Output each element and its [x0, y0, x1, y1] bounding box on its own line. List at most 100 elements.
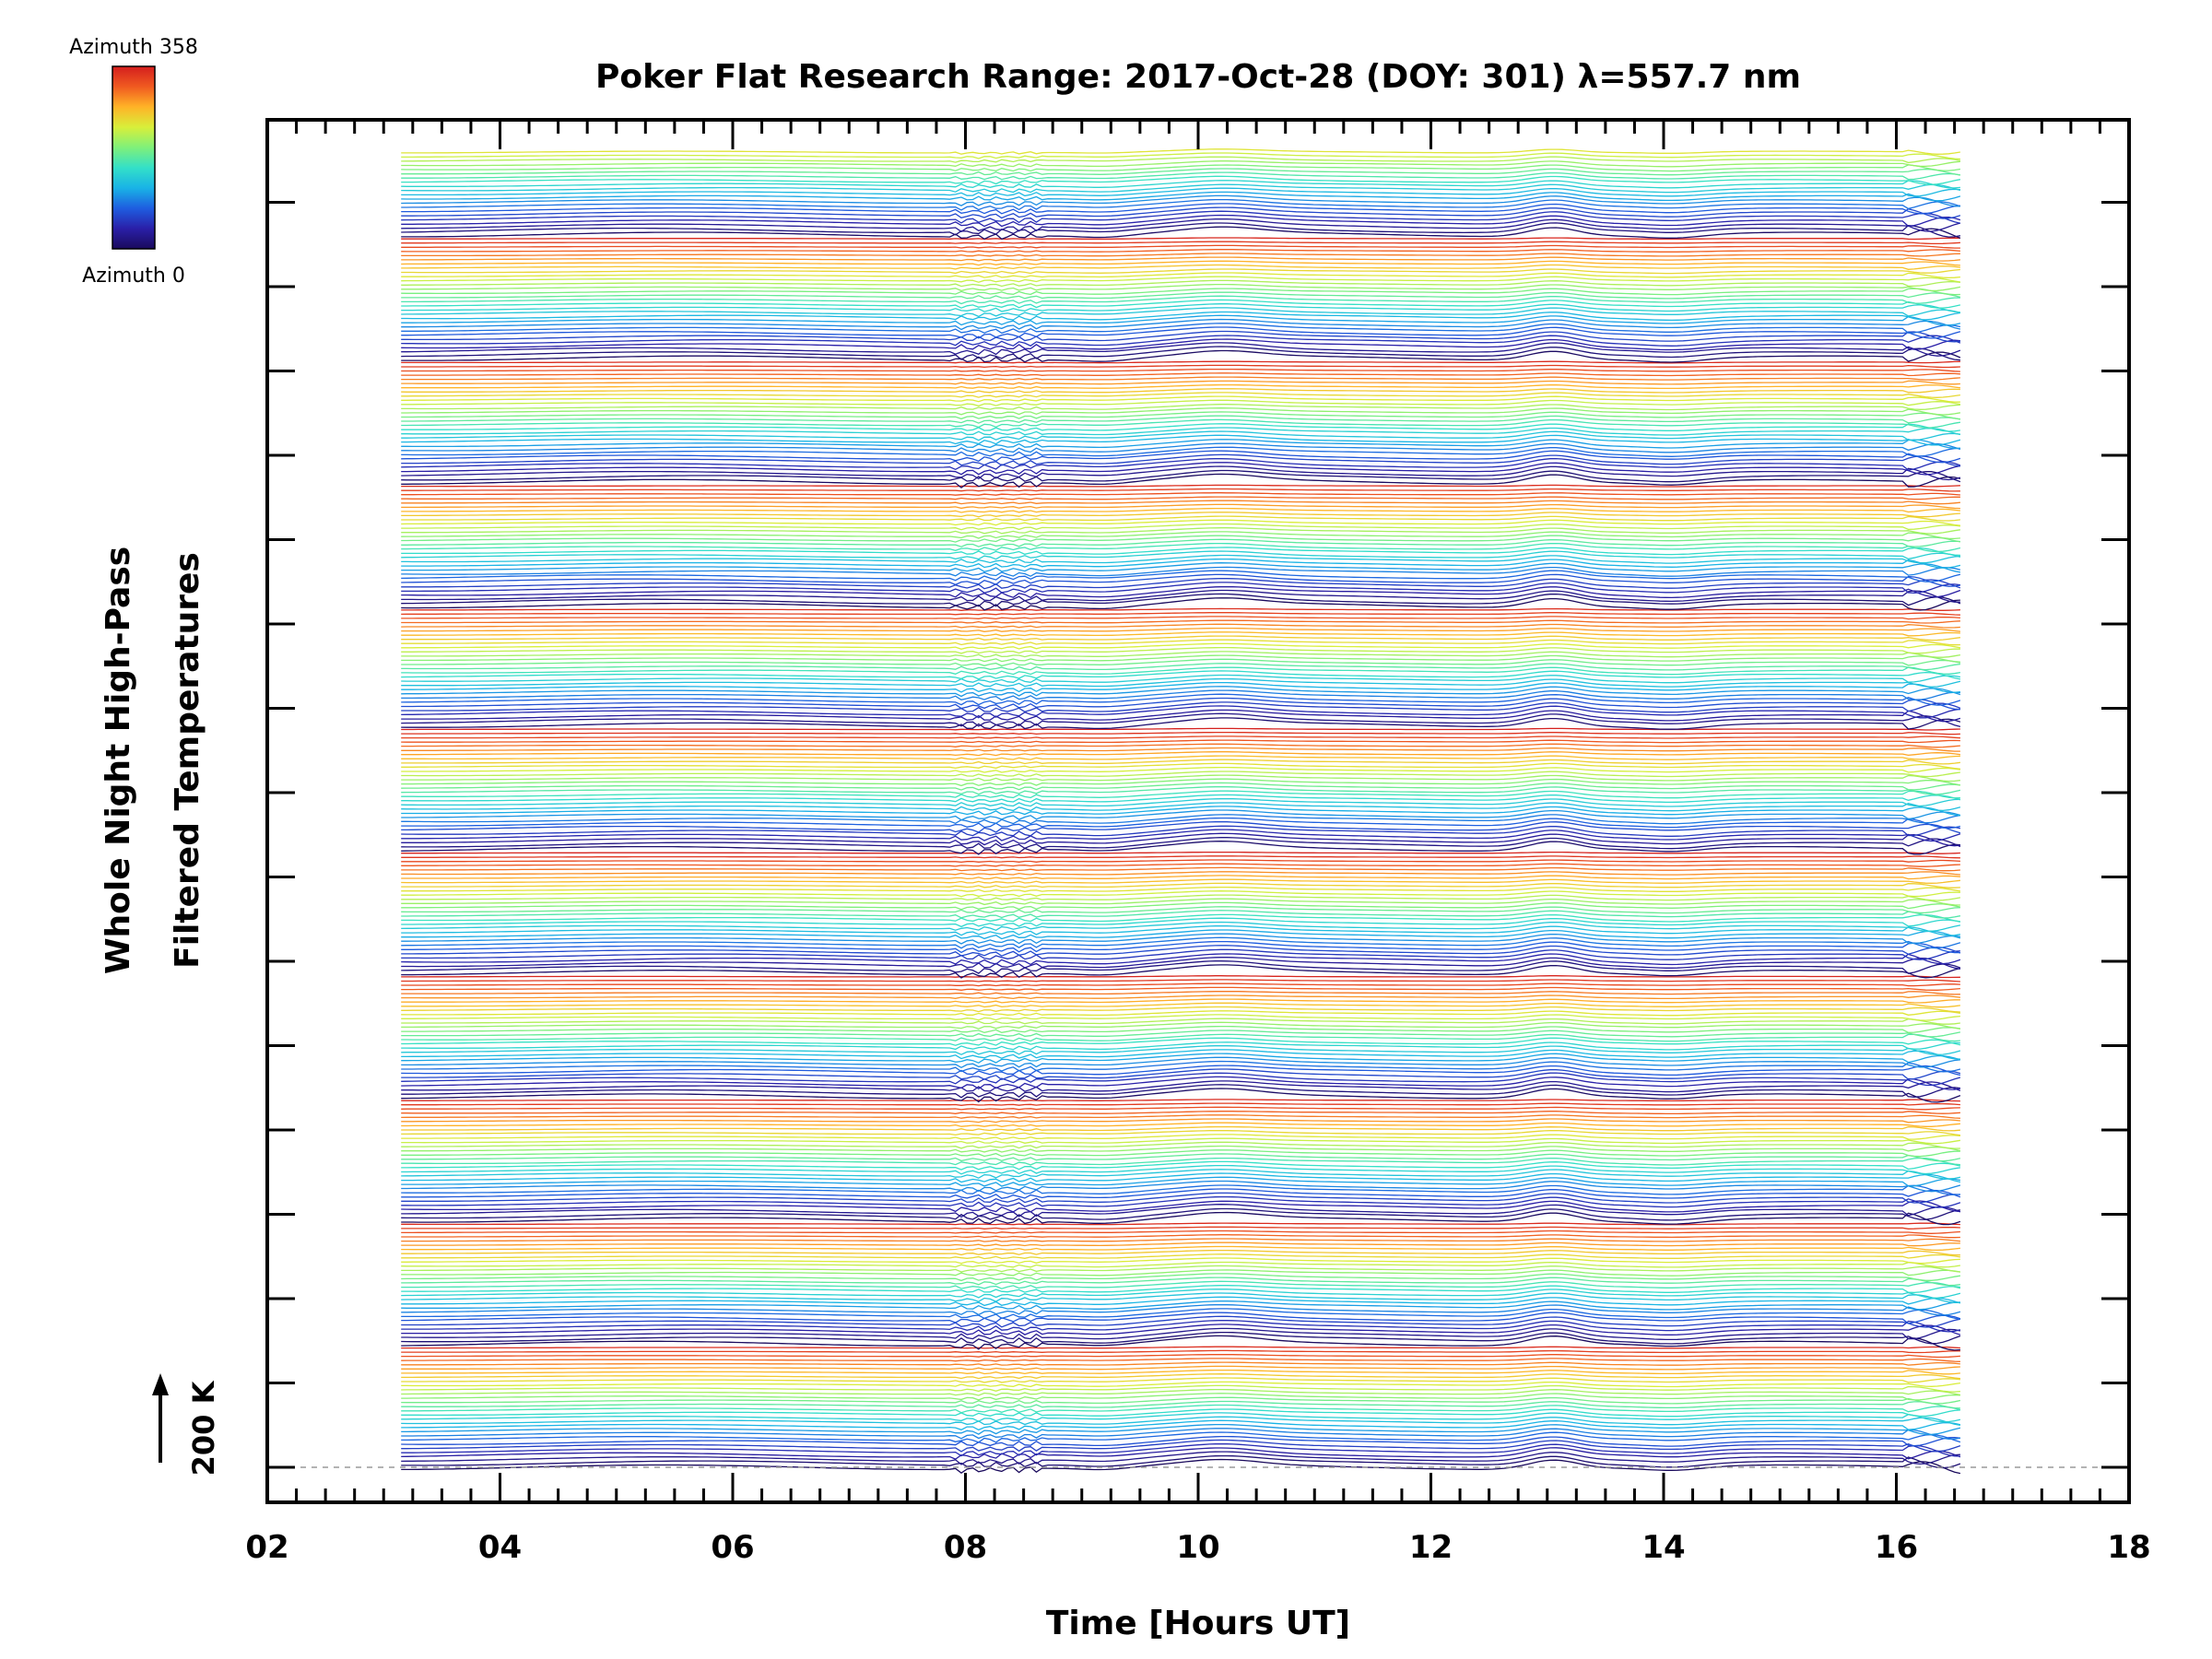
- series-line: [401, 1303, 1961, 1316]
- x-tick-label: 16: [1875, 1529, 1918, 1566]
- series-line: [401, 218, 1961, 233]
- series-line: [401, 917, 1961, 928]
- series-line: [401, 670, 1961, 680]
- series-line: [401, 442, 1961, 453]
- series-line: [401, 1451, 1960, 1465]
- series-line: [401, 1021, 1961, 1030]
- series-line: [401, 1365, 1960, 1371]
- series-line: [401, 1238, 1960, 1242]
- series-line: [401, 496, 1960, 500]
- series-line: [401, 519, 1960, 526]
- colorbar: Azimuth 358 Azimuth 0: [69, 36, 198, 288]
- series-line: [401, 1080, 1961, 1093]
- x-tick-label: 04: [478, 1529, 522, 1566]
- series-line: [401, 1388, 1961, 1396]
- series-line: [401, 214, 1961, 228]
- series-line: [401, 272, 1960, 279]
- series-line: [401, 423, 1960, 432]
- series-line: [401, 562, 1961, 573]
- series-line: [401, 446, 1960, 457]
- scale-bar-label: 200 K: [186, 1380, 221, 1476]
- series-line: [401, 1226, 1960, 1230]
- series-line: [401, 855, 1960, 859]
- series-line: [401, 318, 1961, 331]
- series-line: [401, 399, 1961, 407]
- series-line: [401, 1253, 1961, 1260]
- series-line: [401, 554, 1960, 564]
- series-line: [401, 1025, 1960, 1033]
- series-line: [401, 863, 1960, 867]
- series-line: [401, 1369, 1960, 1375]
- series-line: [401, 790, 1960, 799]
- series-line: [401, 1222, 1960, 1226]
- series-line: [401, 654, 1960, 663]
- series-line: [401, 1296, 1961, 1307]
- series-line: [401, 921, 1961, 932]
- series-line: [401, 507, 1960, 513]
- series-line: [401, 585, 1961, 599]
- series-line: [401, 1241, 1960, 1247]
- series-line: [401, 360, 1960, 364]
- series-line: [401, 666, 1961, 676]
- series-line: [401, 226, 1961, 241]
- series-line: [401, 194, 1960, 207]
- series-line: [401, 1358, 1960, 1362]
- series-line: [401, 1269, 1961, 1277]
- series-line: [401, 1076, 1961, 1090]
- series-line: [401, 264, 1960, 270]
- series-line: [401, 1002, 1960, 1008]
- series-line: [401, 859, 1960, 864]
- series-line: [401, 929, 1961, 940]
- x-tick-label: 06: [711, 1529, 754, 1566]
- colorbar-top-label: Azimuth 358: [69, 36, 198, 59]
- series-line: [401, 171, 1961, 181]
- series-line: [401, 651, 1961, 658]
- series-line: [401, 473, 1961, 488]
- series-line: [401, 303, 1960, 313]
- axis-ticks: [265, 120, 2131, 1502]
- series-line: [401, 1458, 1961, 1475]
- series-line: [401, 465, 1961, 481]
- series-line: [401, 1125, 1960, 1132]
- series-line: [401, 1200, 1960, 1213]
- series-line: [401, 982, 1960, 987]
- series-line: [401, 1381, 1960, 1388]
- series-line: [401, 1164, 1960, 1175]
- series-line: [401, 623, 1960, 629]
- colorbar-bottom-label: Azimuth 0: [82, 265, 185, 288]
- series-line: [401, 898, 1960, 906]
- series-line: [401, 1111, 1960, 1115]
- series-line: [401, 376, 1960, 381]
- series-line: [401, 677, 1961, 688]
- series-line: [401, 577, 1961, 590]
- series-line: [401, 191, 1961, 202]
- series-line: [401, 762, 1960, 770]
- series-line: [401, 1419, 1961, 1431]
- series-line: [401, 936, 1961, 949]
- series-line: [401, 697, 1960, 711]
- series-line: [401, 1153, 1961, 1162]
- series-line: [401, 168, 1961, 176]
- series-line: [401, 1044, 1961, 1055]
- series-line: [401, 755, 1960, 760]
- series-line: [401, 1188, 1961, 1200]
- series-line: [401, 798, 1960, 807]
- series-line: [401, 925, 1961, 936]
- series-line: [401, 430, 1960, 441]
- series-line: [401, 953, 1961, 966]
- series-line: [401, 1292, 1960, 1304]
- series-line: [401, 747, 1960, 752]
- series-line: [401, 1404, 1961, 1414]
- x-tick-label: 10: [1176, 1529, 1219, 1566]
- series-line: [401, 851, 1960, 854]
- series-line: [401, 866, 1960, 872]
- series-line: [401, 1129, 1960, 1136]
- series-line: [401, 766, 1960, 773]
- series-line: [401, 994, 1960, 1000]
- series-line: [401, 237, 1960, 241]
- series-line: [401, 616, 1960, 620]
- series-line: [401, 206, 1961, 219]
- series-line: [401, 1327, 1961, 1341]
- x-tick-label: 14: [1641, 1529, 1685, 1566]
- series-line: [401, 642, 1961, 650]
